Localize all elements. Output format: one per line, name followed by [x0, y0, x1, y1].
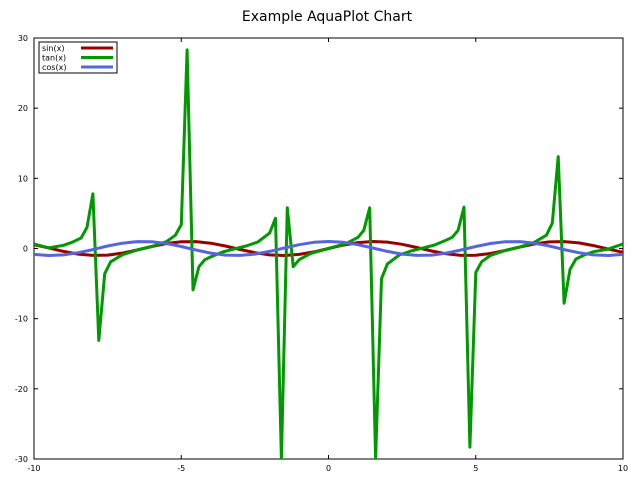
legend-label-sinx: sin(x) — [42, 44, 64, 53]
y-tick-label: -30 — [15, 455, 28, 464]
x-tick-label: 0 — [326, 464, 331, 473]
chart-title: Example AquaPlot Chart — [242, 9, 413, 25]
legend-label-cosx: cos(x) — [42, 63, 66, 72]
y-tick-label: -10 — [15, 315, 28, 324]
legend-label-tanx: tan(x) — [42, 54, 66, 63]
x-tick-label: -5 — [177, 464, 185, 473]
y-tick-label: 30 — [18, 34, 28, 43]
series-line-tanx — [34, 48, 623, 459]
axis-ticks: -10 -5 0 5 10 -30 -20 -10 0 10 20 30 — [15, 34, 628, 473]
x-tick-label: 10 — [618, 464, 628, 473]
y-tick-label: 20 — [18, 104, 28, 113]
y-tick-label: -20 — [15, 385, 28, 394]
series-layer — [34, 48, 623, 459]
x-tick-label: -10 — [27, 464, 40, 473]
series-line-cosx — [34, 240, 623, 257]
legend: sin(x)tan(x)cos(x) — [38, 41, 118, 74]
x-tick-label: 5 — [473, 464, 478, 473]
y-tick-label: 0 — [23, 245, 28, 254]
y-tick-label: 10 — [18, 174, 28, 183]
